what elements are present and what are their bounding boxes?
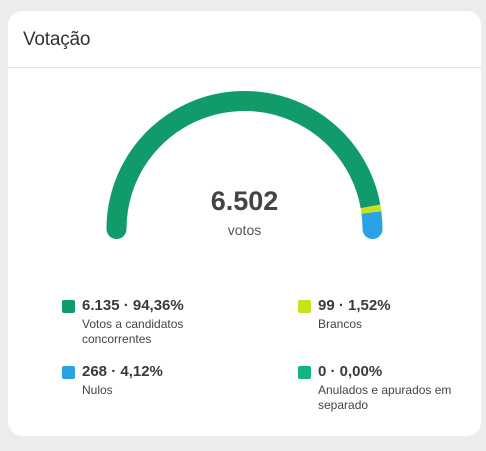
gauge-cap-start xyxy=(106,219,127,239)
card-title: Votação xyxy=(23,29,91,50)
gauge-segment-candidates xyxy=(106,91,381,230)
legend-swatch xyxy=(298,366,311,379)
voting-card: Votação 6.502 votos 6.135 · 94,36% Votos… xyxy=(8,11,481,436)
total-votes-label: votos xyxy=(227,222,262,238)
legend-swatch xyxy=(62,300,75,313)
total-votes: 6.502 xyxy=(210,186,279,216)
vote-gauge xyxy=(106,91,383,239)
legend-description: Nulos xyxy=(82,383,113,397)
legend-value: 0 · 0,00% xyxy=(318,363,383,380)
legend-swatch xyxy=(298,300,311,313)
legend-value: 6.135 · 94,36% xyxy=(82,297,184,314)
gauge-cap-end xyxy=(362,219,383,239)
gauge-segment-blank xyxy=(360,204,382,214)
legend-description: Votos a candidatos concorrentes xyxy=(82,317,184,346)
legend-description: Brancos xyxy=(318,317,363,331)
legend-value: 99 · 1,52% xyxy=(318,297,391,314)
card-header: Votação xyxy=(8,11,481,68)
legend-value: 268 · 4,12% xyxy=(82,363,163,380)
legend-description: Anulados e apurados em separado xyxy=(318,383,452,412)
legend-swatch xyxy=(62,366,75,379)
